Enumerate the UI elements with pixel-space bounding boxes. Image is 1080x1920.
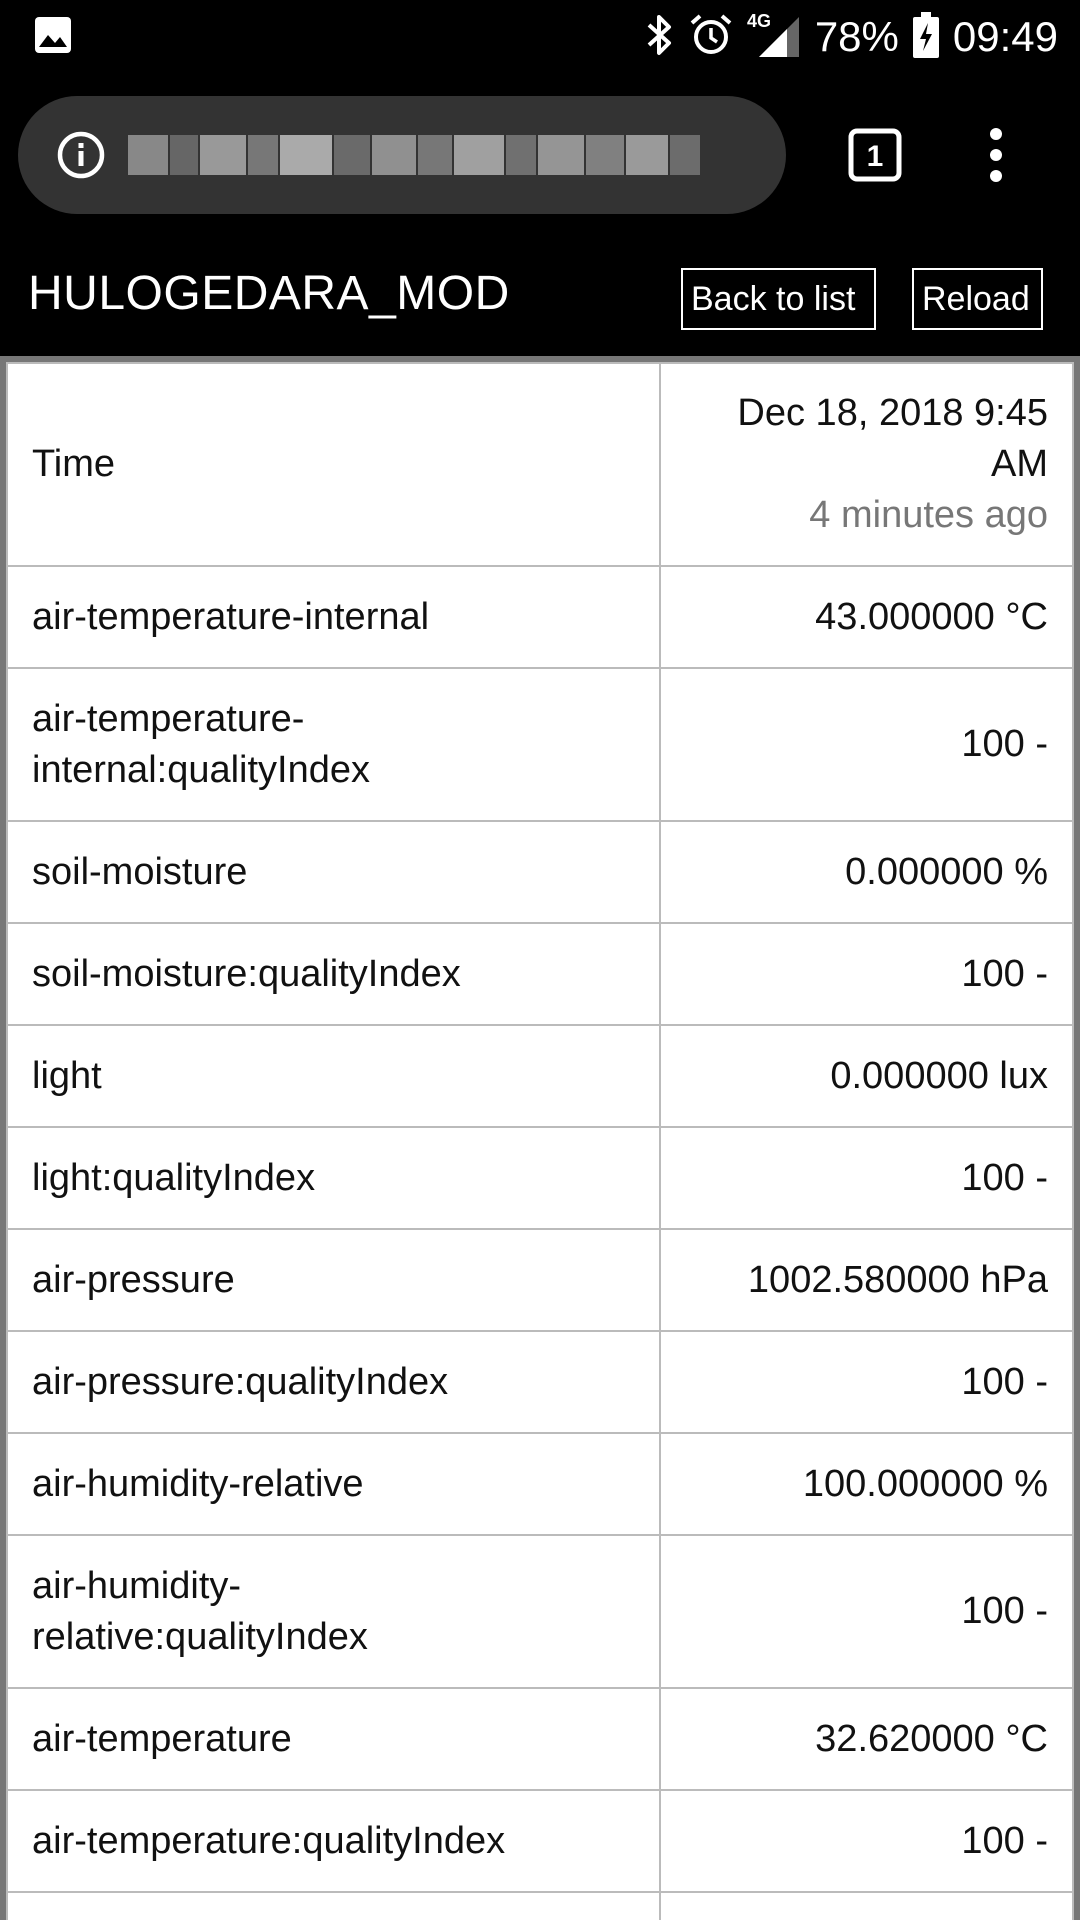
table-row: light 0.000000 lux [6, 1024, 1074, 1128]
row-value: 100 - [659, 1789, 1074, 1893]
row-key: soil-moisture [6, 820, 661, 924]
row-value: Dec 18, 2018 9:45 AM 4 minutes ago [659, 362, 1074, 567]
row-value: 100 - [659, 1126, 1074, 1230]
table-row: soil-moisture:qualityIndex 100 - [6, 922, 1074, 1026]
row-key: air-temperature [6, 1687, 661, 1791]
signal-icon: 4G [747, 11, 801, 64]
reload-button[interactable]: Reload [912, 268, 1043, 330]
row-key: air-temperature:qualityIndex [6, 1789, 661, 1893]
url-bar[interactable] [18, 96, 786, 214]
row-value: 0.000000 % [659, 820, 1074, 924]
row-value: 1002.580000 hPa [659, 1228, 1074, 1332]
row-key: light:qualityIndex [6, 1126, 661, 1230]
image-icon [34, 16, 72, 59]
row-key: air-temperature-internal [6, 565, 661, 669]
row-key: air-humidity-relative [6, 1432, 661, 1536]
time-value-line1: Dec 18, 2018 9:45 [737, 392, 1048, 434]
alarm-icon [689, 13, 733, 62]
row-key-line2: relative:qualityIndex [32, 1615, 368, 1658]
back-to-list-button[interactable]: Back to list [681, 268, 876, 330]
row-value: 32.620000 °C [659, 1687, 1074, 1791]
row-key: soil-moisture:qualityIndex [6, 922, 661, 1026]
page-header: HULOGEDARA_MOD Back to list Reload [0, 238, 1080, 356]
row-value: 100.000000 % [659, 1432, 1074, 1536]
bluetooth-icon [645, 13, 675, 62]
status-time: 09:49 [952, 13, 1058, 60]
table-row: air-temperature-internal 43.000000 °C [6, 565, 1074, 669]
time-relative: 4 minutes ago [809, 494, 1048, 536]
battery-percentage: 78% [814, 13, 899, 60]
row-value: 0.000000 lux [659, 1024, 1074, 1128]
row-key-line1: air-humidity- [32, 1564, 242, 1607]
more-options-icon[interactable] [978, 128, 1014, 187]
battery-charging-icon [912, 11, 939, 63]
info-icon[interactable] [56, 130, 106, 185]
table-row: air-pressure 1002.580000 hPa [6, 1228, 1074, 1332]
row-value: 100 - [659, 1534, 1074, 1689]
row-value: 100 - [659, 922, 1074, 1026]
row-key [6, 1891, 661, 1920]
browser-toolbar: 1 [0, 74, 1080, 238]
table-row: air-temperature:qualityIndex 100 - [6, 1789, 1074, 1893]
table-row: soil-moisture 0.000000 % [6, 820, 1074, 924]
table-row [6, 1891, 1074, 1920]
row-key: air-temperature- internal:qualityIndex [6, 667, 661, 822]
table-row: air-pressure:qualityIndex 100 - [6, 1330, 1074, 1434]
table-row: Time Dec 18, 2018 9:45 AM 4 minutes ago [6, 362, 1074, 567]
table-row: air-temperature 32.620000 °C [6, 1687, 1074, 1791]
row-key: air-humidity- relative:qualityIndex [6, 1534, 661, 1689]
row-value: 100 - [659, 667, 1074, 822]
time-value-line2: AM [991, 443, 1048, 485]
table-row: air-temperature- internal:qualityIndex 1… [6, 667, 1074, 822]
network-type-label: 4G [747, 11, 771, 31]
row-key-line1: air-temperature- [32, 697, 305, 740]
row-value [659, 1891, 1074, 1920]
tab-count: 1 [867, 140, 884, 173]
row-key-line2: internal:qualityIndex [32, 748, 370, 791]
table-row: air-humidity-relative 100.000000 % [6, 1432, 1074, 1536]
url-text-obscured[interactable] [128, 134, 726, 176]
row-value: 100 - [659, 1330, 1074, 1434]
row-key: air-pressure [6, 1228, 661, 1332]
page-title: HULOGEDARA_MOD [28, 267, 510, 320]
tab-switcher-button[interactable]: 1 [848, 128, 902, 187]
row-key: Time [6, 362, 661, 567]
status-bar: 4G 78% 09:49 [0, 0, 1080, 74]
row-key: light [6, 1024, 661, 1128]
row-value: 43.000000 °C [659, 565, 1074, 669]
table-row: light:qualityIndex 100 - [6, 1126, 1074, 1230]
row-key: air-pressure:qualityIndex [6, 1330, 661, 1434]
sensor-table: Time Dec 18, 2018 9:45 AM 4 minutes ago … [0, 356, 1080, 1920]
table-row: air-humidity- relative:qualityIndex 100 … [6, 1534, 1074, 1689]
